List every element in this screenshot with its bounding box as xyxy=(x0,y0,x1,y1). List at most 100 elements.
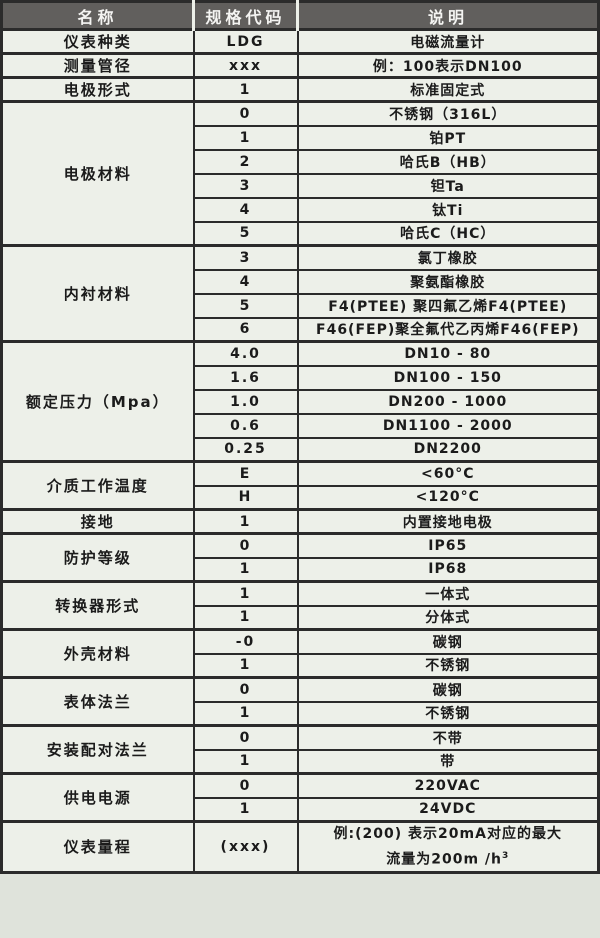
superscript: 3 xyxy=(502,851,510,861)
description-cell: IP65 xyxy=(296,532,600,559)
description-line: 流量为200m /h3 xyxy=(386,851,510,868)
spec-code-cell: xxx xyxy=(192,52,299,79)
description-cell: 哈氏B（HB） xyxy=(296,148,600,175)
description-cell: 电磁流量计 xyxy=(296,28,600,55)
spec-table-body: 仪表种类 LDG 电磁流量计 测量管径 xxx 例：100表示DN100 电极形式 1 标准固定… xyxy=(0,28,600,874)
table-row: H <120°C xyxy=(2,484,600,511)
spec-code-cell: 1 xyxy=(192,604,299,631)
spec-code-cell: 6 xyxy=(192,316,299,343)
table-row: 仪表量程 (xxx) 例:(200) 表示20mA对应的最大 流量为200m /h3 xyxy=(0,820,600,874)
description-cell: 220VAC xyxy=(296,772,600,799)
group-name-cell: 仪表量程 xyxy=(0,820,195,874)
table-row: 内衬材料 3 氯丁橡胶 xyxy=(0,244,600,343)
description-cell: 24VDC xyxy=(296,796,600,823)
spec-code-cell: 4 xyxy=(192,196,299,223)
spec-code-cell: 5 xyxy=(192,220,299,247)
spec-code-cell: 1.6 xyxy=(192,364,299,391)
spec-code-cell: E xyxy=(192,460,299,487)
spec-code-cell: 0 xyxy=(192,532,299,559)
spec-code-cell: 1 xyxy=(192,700,299,727)
spec-table: 名称 规格代码 说明 仪表种类 LDG 电磁流量计 测量管径 xxx 例：100表示DN1… xyxy=(0,0,600,874)
spec-code-cell: 0.6 xyxy=(192,412,299,439)
description-cell: <60°C xyxy=(296,460,600,487)
description-cell: DN100 - 150 xyxy=(296,364,600,391)
group-name-cell: 额定压力（Mpa） xyxy=(0,340,195,463)
group-name-cell: 电极材料 xyxy=(0,100,195,247)
table-row: 电极材料 0 不锈钢（316L） xyxy=(0,100,600,247)
group-name-cell: 防护等级 xyxy=(0,532,195,583)
table-row: 1 IP68 xyxy=(2,556,600,583)
spec-code-cell: 1 xyxy=(192,580,299,607)
description-cell: 内置接地电极 xyxy=(296,508,600,535)
description-cell: 氯丁橡胶 xyxy=(296,244,600,271)
description-cell: 聚氨酯橡胶 xyxy=(296,268,600,295)
group-name-cell: 测量管径 xyxy=(0,52,195,79)
description-cell: 带 xyxy=(296,748,600,775)
spec-code-cell: 4 xyxy=(192,268,299,295)
spec-code-cell: 1 xyxy=(192,124,299,151)
group-name-cell: 安装配对法兰 xyxy=(0,724,195,775)
description-cell: F46(FEP)聚全氟代乙丙烯F46(FEP) xyxy=(296,316,600,343)
group-name-cell: 电极形式 xyxy=(0,76,195,103)
description-cell: 分体式 xyxy=(296,604,600,631)
table-row: 0.6 DN1100 - 2000 xyxy=(2,412,600,439)
group-name-cell: 接地 xyxy=(0,508,195,535)
table-row: 介质工作温度 E <60°C xyxy=(0,460,600,511)
spec-code-cell: 1 xyxy=(192,796,299,823)
description-cell: 铂PT xyxy=(296,124,600,151)
description-cell: 钛Ti xyxy=(296,196,600,223)
description-cell: DN1100 - 2000 xyxy=(296,412,600,439)
spec-code-cell: 0 xyxy=(192,724,299,751)
table-row: 额定压力（Mpa） 4.0 DN10 - 80 xyxy=(0,340,600,463)
spec-code-cell: 0 xyxy=(192,100,299,127)
group-name-cell: 介质工作温度 xyxy=(0,460,195,511)
group-name-cell: 表体法兰 xyxy=(0,676,195,727)
description-cell: 钽Ta xyxy=(296,172,600,199)
group-name-cell: 供电电源 xyxy=(0,772,195,823)
spec-code-cell: 0 xyxy=(192,676,299,703)
group-name-cell: 转换器形式 xyxy=(0,580,195,631)
table-row: 4 聚氨酯橡胶 xyxy=(2,268,600,295)
group-name-cell: 外壳材料 xyxy=(0,628,195,679)
table-row: 4 钛Ti xyxy=(2,196,600,223)
table-row: 测量管径 xxx 例：100表示DN100 xyxy=(0,52,600,79)
spec-code-cell: 5 xyxy=(192,292,299,319)
description-cell: IP68 xyxy=(296,556,600,583)
description-cell: DN10 - 80 xyxy=(296,340,600,367)
description-cell: 例：100表示DN100 xyxy=(296,52,600,79)
table-row: 1 24VDC xyxy=(2,796,600,823)
table-row: 电极形式 1 标准固定式 xyxy=(0,76,600,103)
spec-code-cell: -0 xyxy=(192,628,299,655)
description-cell: 不锈钢 xyxy=(296,700,600,727)
description-line: 例:(200) 表示20mA对应的最大 xyxy=(333,826,562,842)
table-row: 6 F46(FEP)聚全氟代乙丙烯F46(FEP) xyxy=(2,316,600,343)
spec-code-cell: 3 xyxy=(192,244,299,271)
table-row: 接地 1 内置接地电极 xyxy=(0,508,600,535)
description-cell: F4(PTEE) 聚四氟乙烯F4(PTEE) xyxy=(296,292,600,319)
description-cell: 哈氏C（HC） xyxy=(296,220,600,247)
spec-code-cell: 0 xyxy=(192,772,299,799)
description-cell: 标准固定式 xyxy=(296,76,600,103)
description-cell: DN2200 xyxy=(296,436,600,463)
description-cell: 碳钢 xyxy=(296,676,600,703)
table-row: 防护等级 0 IP65 xyxy=(0,532,600,583)
description-cell: 不锈钢 xyxy=(296,652,600,679)
spec-code-cell: 2 xyxy=(192,148,299,175)
table-row: 1 铂PT xyxy=(2,124,600,151)
table-row: 3 钽Ta xyxy=(2,172,600,199)
spec-code-cell: 1 xyxy=(192,748,299,775)
spec-code-cell: 1 xyxy=(192,508,299,535)
spec-code-cell: 3 xyxy=(192,172,299,199)
spec-code-cell: 1.0 xyxy=(192,388,299,415)
table-header-row: 名称 规格代码 说明 xyxy=(1,1,599,30)
group-name-cell: 仪表种类 xyxy=(0,28,195,55)
table-row: 1.0 DN200 - 1000 xyxy=(2,388,600,415)
table-row: 5 哈氏C（HC） xyxy=(2,220,600,247)
table-row: 1 不锈钢 xyxy=(2,652,600,679)
spec-code-cell: H xyxy=(192,484,299,511)
spec-code-cell: 1 xyxy=(192,76,299,103)
header-name-column: 名称 xyxy=(1,1,194,30)
header-code-column: 规格代码 xyxy=(192,1,298,30)
